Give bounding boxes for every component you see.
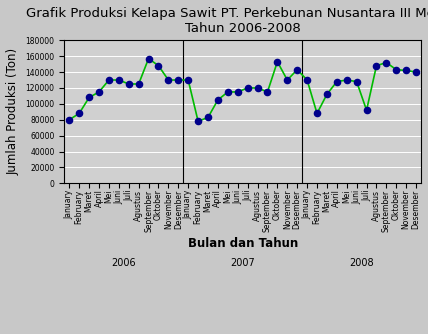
- Point: [135, 81, 142, 87]
- Point: [106, 77, 113, 83]
- Point: [175, 77, 182, 83]
- Point: [353, 79, 360, 84]
- Point: [76, 111, 83, 116]
- Point: [185, 77, 192, 83]
- Point: [294, 67, 300, 72]
- Point: [165, 77, 172, 83]
- Point: [125, 81, 132, 87]
- Point: [324, 92, 330, 97]
- Point: [284, 77, 291, 83]
- Title: Grafik Produksi Kelapa Sawit PT. Perkebunan Nusantara III Medan
Tahun 2006-2008: Grafik Produksi Kelapa Sawit PT. Perkebu…: [26, 7, 428, 35]
- Point: [333, 79, 340, 84]
- X-axis label: Bulan dan Tahun: Bulan dan Tahun: [187, 237, 298, 250]
- Point: [195, 119, 202, 124]
- Point: [393, 67, 400, 72]
- Point: [314, 111, 321, 116]
- Point: [304, 77, 311, 83]
- Point: [155, 63, 162, 68]
- Point: [413, 69, 419, 75]
- Point: [95, 89, 102, 95]
- Point: [116, 77, 122, 83]
- Text: 2007: 2007: [230, 258, 255, 268]
- Text: 2008: 2008: [349, 258, 374, 268]
- Point: [224, 89, 231, 95]
- Point: [145, 56, 152, 61]
- Text: 2006: 2006: [111, 258, 136, 268]
- Point: [343, 77, 350, 83]
- Point: [373, 63, 380, 68]
- Point: [403, 68, 410, 73]
- Y-axis label: Jumlah Produksi (Ton): Jumlah Produksi (Ton): [7, 48, 20, 175]
- Point: [234, 89, 241, 95]
- Point: [254, 85, 261, 91]
- Point: [383, 60, 390, 65]
- Point: [214, 97, 221, 103]
- Point: [264, 89, 271, 95]
- Point: [205, 115, 211, 120]
- Point: [363, 108, 370, 113]
- Point: [274, 59, 281, 64]
- Point: [66, 117, 73, 123]
- Point: [86, 95, 92, 100]
- Point: [244, 85, 251, 91]
